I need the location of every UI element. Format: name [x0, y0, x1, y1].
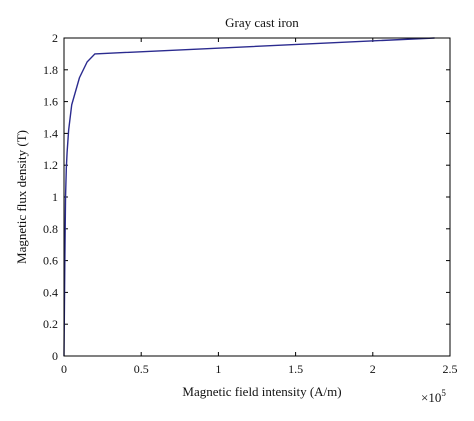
- x-tick-label: 1: [215, 362, 221, 376]
- y-axis-label: Magnetic flux density (T): [14, 130, 29, 264]
- y-tick-label: 1.2: [43, 158, 58, 172]
- x-axis-multiplier-exponent: 5: [441, 388, 446, 398]
- x-tick-label: 0.5: [134, 362, 149, 376]
- x-tick-label: 2: [370, 362, 376, 376]
- x-axis-multiplier: ×105: [421, 388, 446, 405]
- axis-ticks: 0 0.5 1 1.5 2 2.5 0 0.2 0.4 0.6 0.8 1 1.2 1.4 1.6 1.8 2: [43, 31, 458, 376]
- x-tick-label: 1.5: [288, 362, 303, 376]
- y-tick-label: 1: [52, 190, 58, 204]
- y-tick-label: 0.4: [43, 285, 58, 299]
- series-line: [63, 37, 435, 357]
- plot-frame: [63, 37, 451, 357]
- y-tick-label: 0: [52, 349, 58, 363]
- x-tick-label: 2.5: [443, 362, 458, 376]
- y-tick-label: 0.2: [43, 317, 58, 331]
- y-tick-label: 0.6: [43, 254, 58, 268]
- data-series: [63, 37, 435, 357]
- y-tick-label: 1.4: [43, 126, 58, 140]
- x-axis-label: Magnetic field intensity (A/m): [182, 384, 341, 399]
- x-tick-label: 0: [61, 362, 67, 376]
- chart-title: Gray cast iron: [225, 15, 299, 30]
- y-tick-label: 1.6: [43, 95, 58, 109]
- y-tick-label: 2: [52, 31, 58, 45]
- y-tick-label: 1.8: [43, 63, 58, 77]
- y-tick-label: 0.8: [43, 222, 58, 236]
- x-axis-multiplier-base: ×10: [421, 390, 441, 405]
